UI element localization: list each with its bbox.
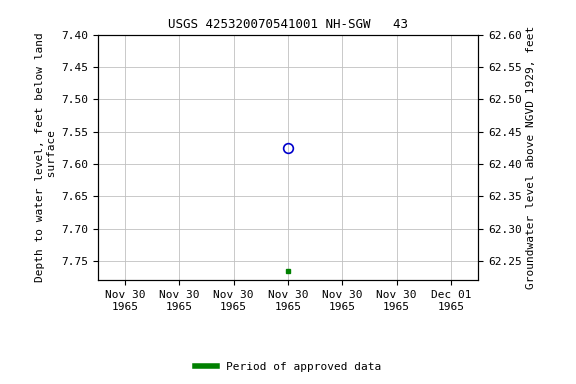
Y-axis label: Depth to water level, feet below land
 surface: Depth to water level, feet below land su… [36, 33, 57, 282]
Y-axis label: Groundwater level above NGVD 1929, feet: Groundwater level above NGVD 1929, feet [526, 26, 536, 289]
Legend: Period of approved data: Period of approved data [191, 358, 385, 377]
Title: USGS 425320070541001 NH-SGW   43: USGS 425320070541001 NH-SGW 43 [168, 18, 408, 31]
